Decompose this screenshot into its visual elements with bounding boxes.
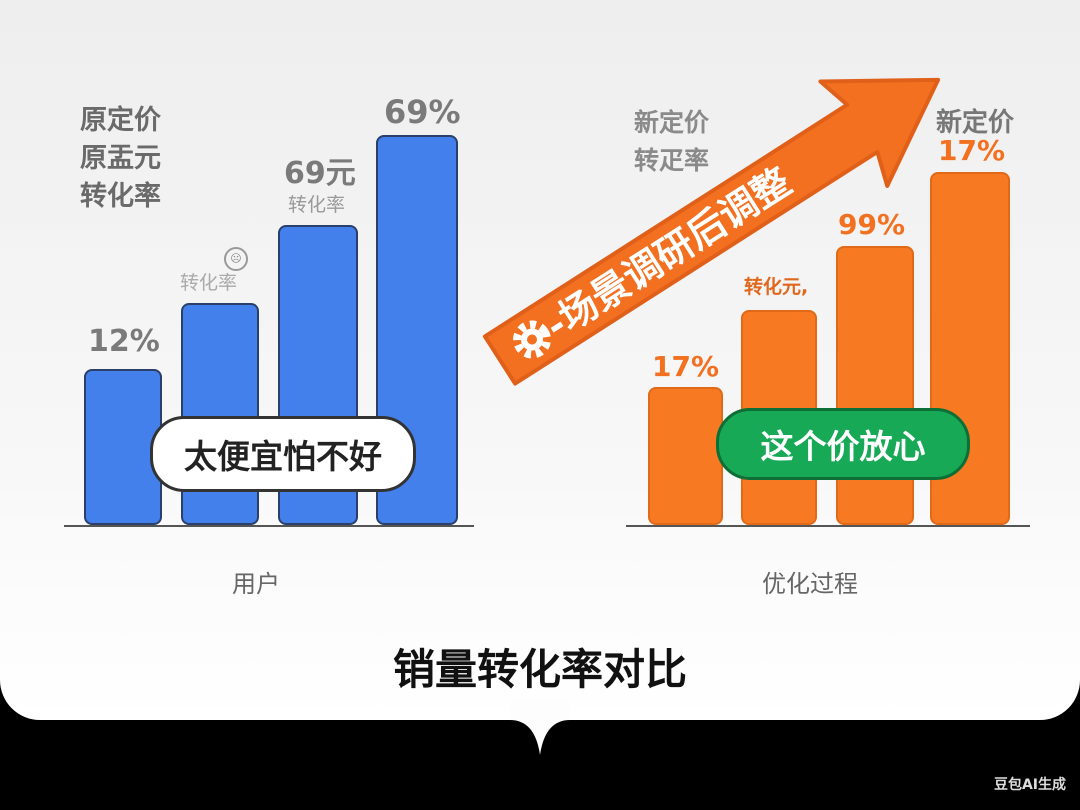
bar-label: 12% bbox=[88, 324, 160, 359]
page-title: 销量转化率对比 bbox=[392, 645, 687, 694]
legend-line: 转化率 bbox=[80, 181, 161, 212]
legend-line: 原定价 bbox=[80, 105, 161, 136]
legend-line: 新定价 bbox=[634, 108, 710, 137]
x-axis-label: 优化过程 bbox=[762, 570, 858, 598]
bar bbox=[648, 387, 723, 525]
bar-label: 17% bbox=[938, 134, 1006, 167]
bar-label: 转化元, bbox=[744, 276, 809, 298]
bar-label: 99% bbox=[838, 208, 906, 241]
legend-line: 原盂元 bbox=[80, 143, 161, 174]
bar-note: 转化率 bbox=[180, 272, 238, 294]
sad-face-icon: ☹ bbox=[224, 247, 248, 271]
x-axis-label: 用户 bbox=[232, 570, 280, 598]
bar bbox=[376, 135, 458, 525]
trend-arrow: -场景调研后调整 bbox=[482, 77, 941, 386]
bar-label: 69% bbox=[384, 93, 461, 131]
panel-notch bbox=[510, 700, 570, 755]
watermark: 豆包AI生成 bbox=[993, 777, 1066, 793]
legend-line: 转疋率 bbox=[634, 146, 710, 175]
speech-bubble: 太便宜怕不好 bbox=[150, 416, 416, 492]
top-label: 新定价 bbox=[936, 108, 1015, 138]
bar-label: 69元 bbox=[284, 156, 356, 191]
bar-note: 转化率 bbox=[288, 194, 346, 216]
gear-icon bbox=[513, 320, 552, 359]
x-axis bbox=[64, 525, 474, 527]
speech-bubble: 这个价放心 bbox=[716, 408, 970, 480]
arrow-text: -场景调研后调整 bbox=[538, 159, 799, 348]
x-axis bbox=[626, 525, 1030, 527]
bar-label: 17% bbox=[652, 350, 720, 383]
